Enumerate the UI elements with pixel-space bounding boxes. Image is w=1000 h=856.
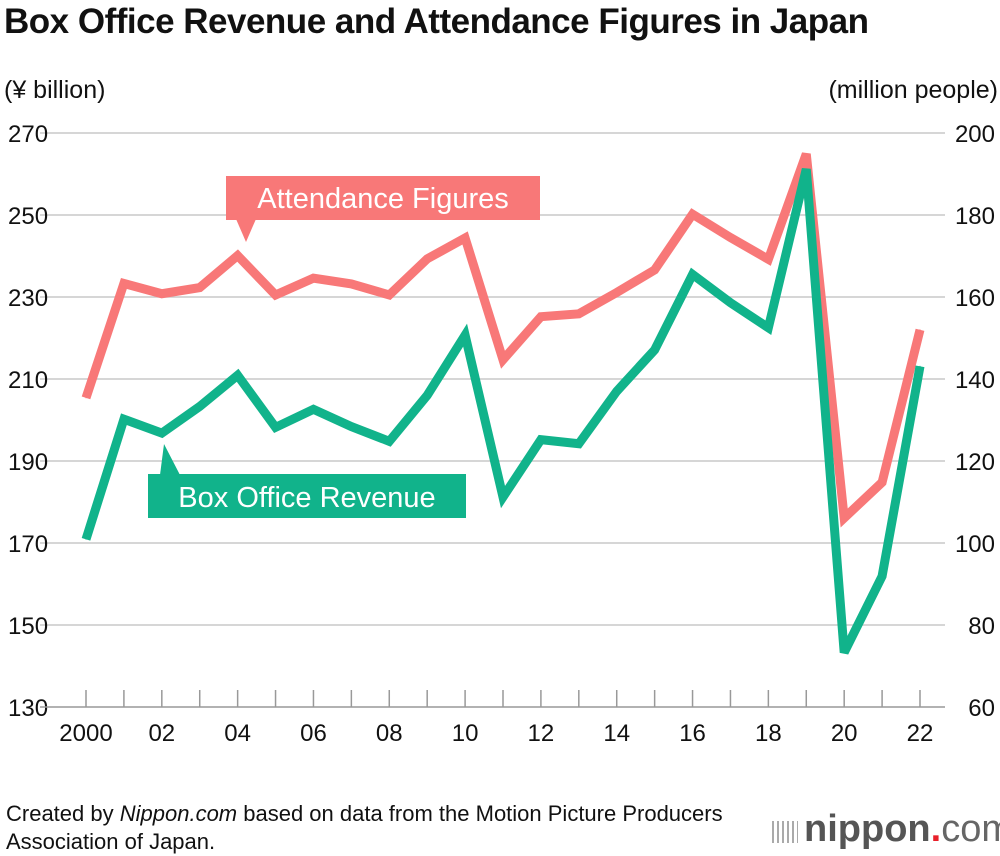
x-tick-label: 10 xyxy=(452,720,479,747)
x-tick-label: 22 xyxy=(907,720,934,747)
data-point xyxy=(692,273,694,275)
logo-dot: . xyxy=(930,808,942,850)
y-left-tick-label: 210 xyxy=(8,367,48,394)
data-point xyxy=(805,153,807,155)
data-point xyxy=(388,440,390,442)
attendance-label-box xyxy=(226,176,540,220)
y-right-tick-label: 120 xyxy=(955,449,995,476)
logo-tld: com xyxy=(941,808,1000,850)
data-point xyxy=(502,359,504,361)
data-point xyxy=(388,294,390,296)
y-right-tick-label: 60 xyxy=(968,695,995,722)
right-axis-unit: (million people) xyxy=(828,76,998,104)
data-point xyxy=(767,327,769,329)
data-point xyxy=(464,237,466,239)
attendance-label-pointer xyxy=(236,219,256,242)
y-left-tick-label: 270 xyxy=(8,121,48,148)
data-point xyxy=(85,397,87,399)
data-point xyxy=(540,316,542,318)
x-tick-label: 20 xyxy=(831,720,858,747)
source-name: Nippon.com xyxy=(119,801,238,826)
source-suffix: based on data from the Motion Picture Pr… xyxy=(6,801,723,854)
y-left-tick-label: 150 xyxy=(8,613,48,640)
x-tick-label: 04 xyxy=(224,720,251,747)
y-right-tick-label: 180 xyxy=(955,203,995,230)
attendance-label: Attendance Figures xyxy=(257,183,508,215)
nippon-logo: nippon.com xyxy=(772,808,1000,851)
x-tick-label: 02 xyxy=(148,720,175,747)
data-point xyxy=(426,258,428,260)
data-point xyxy=(654,269,656,271)
chart-title: Box Office Revenue and Attendance Figure… xyxy=(4,2,869,41)
y-right-tick-label: 80 xyxy=(968,613,995,640)
data-point xyxy=(199,287,201,289)
source-prefix: Created by xyxy=(6,801,120,826)
data-point xyxy=(805,168,807,170)
data-point xyxy=(578,443,580,445)
x-tick-label: 14 xyxy=(603,720,630,747)
y-left-tick-label: 190 xyxy=(8,449,48,476)
logo-main: nippon xyxy=(804,808,931,850)
data-point xyxy=(350,283,352,285)
data-point xyxy=(616,291,618,293)
y-right-tick-label: 200 xyxy=(955,121,995,148)
data-point xyxy=(729,237,731,239)
data-point xyxy=(919,365,921,367)
data-point xyxy=(729,302,731,304)
data-point xyxy=(237,255,239,257)
data-point xyxy=(161,293,163,295)
data-point xyxy=(692,213,694,215)
x-tick-label: 18 xyxy=(755,720,782,747)
data-point xyxy=(767,258,769,260)
box-office-label: Box Office Revenue xyxy=(178,482,435,514)
x-tick-label: 2000 xyxy=(59,720,112,747)
x-tick-label: 12 xyxy=(528,720,555,747)
data-point xyxy=(426,394,428,396)
y-left-tick-label: 230 xyxy=(8,285,48,312)
y-right-tick-label: 100 xyxy=(955,531,995,558)
series-line-box-office-revenue xyxy=(81,168,925,655)
data-point xyxy=(161,432,163,434)
y-left-tick-label: 170 xyxy=(8,531,48,558)
y-right-tick-label: 160 xyxy=(955,285,995,312)
logo-mark-icon xyxy=(772,821,798,843)
x-tick-label: 06 xyxy=(300,720,327,747)
data-point xyxy=(237,374,239,376)
data-point xyxy=(843,651,845,653)
data-point xyxy=(881,481,883,483)
data-point xyxy=(123,282,125,284)
y-left-tick-label: 130 xyxy=(8,695,48,722)
data-point xyxy=(502,496,504,498)
left-axis-unit: (¥ billion) xyxy=(4,76,106,104)
data-point xyxy=(275,294,277,296)
x-tick-label: 16 xyxy=(679,720,706,747)
data-point xyxy=(312,408,314,410)
data-point xyxy=(578,313,580,315)
data-point xyxy=(616,390,618,392)
source-note: Created by Nippon.com based on data from… xyxy=(6,800,736,856)
data-point xyxy=(123,418,125,420)
data-point xyxy=(275,426,277,428)
data-point xyxy=(654,349,656,351)
box-office-label-pointer xyxy=(160,444,180,475)
data-point xyxy=(843,517,845,519)
box-office-label-box xyxy=(148,474,466,518)
data-point xyxy=(919,329,921,331)
data-point xyxy=(350,426,352,428)
x-tick-label: 08 xyxy=(376,720,403,747)
data-point xyxy=(881,575,883,577)
data-point xyxy=(199,405,201,407)
data-point xyxy=(312,277,314,279)
data-point xyxy=(540,439,542,441)
data-point xyxy=(85,538,87,540)
data-point xyxy=(464,334,466,336)
y-left-tick-label: 250 xyxy=(8,203,48,230)
y-right-tick-label: 140 xyxy=(955,367,995,394)
